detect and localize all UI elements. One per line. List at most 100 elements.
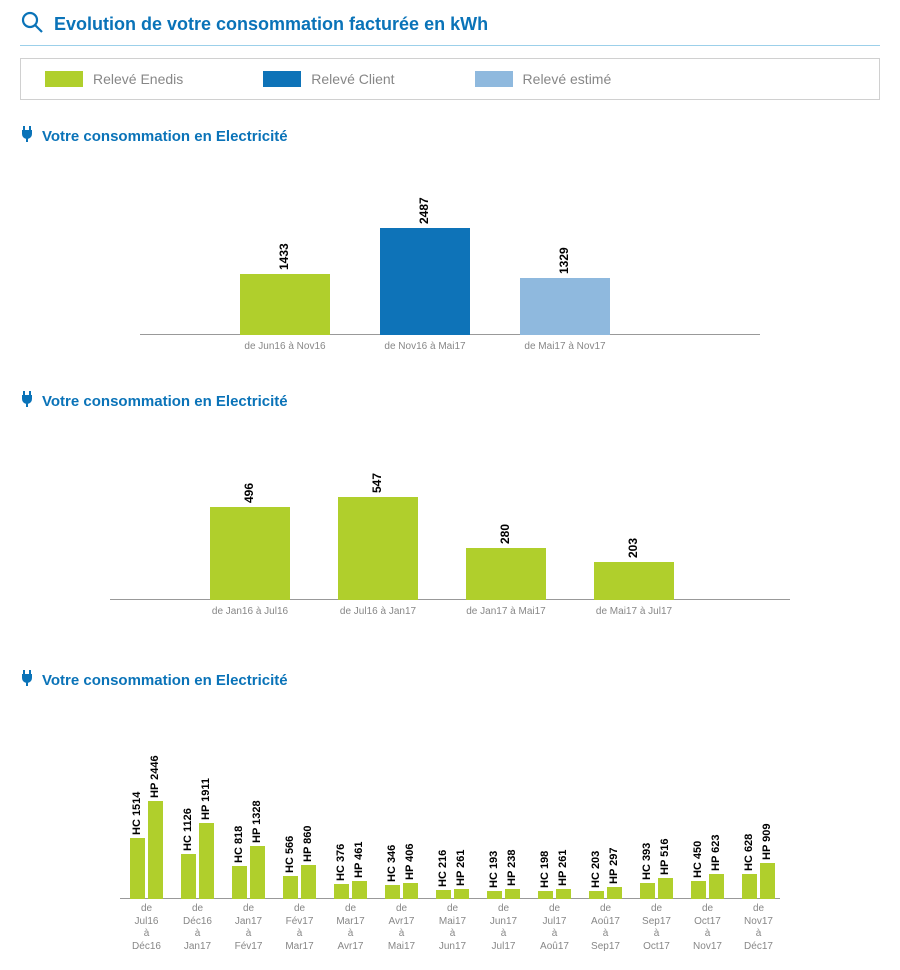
chart3-title: Votre consommation en Electricité <box>42 672 288 689</box>
group-category-label: deOct17àNov17 <box>685 903 730 953</box>
plug-icon <box>20 670 34 691</box>
bar-hp <box>607 887 622 899</box>
bar-hc-label: HC 628 <box>743 834 755 871</box>
bar-hc-label: HC 346 <box>386 845 398 882</box>
chart1-title-row: Votre consommation en Electricité <box>20 126 880 147</box>
bar-hc <box>130 838 145 899</box>
bar-hc-label: HC 1514 <box>131 792 143 835</box>
bar-hp <box>658 878 673 899</box>
bar-hc <box>283 876 298 899</box>
group-category-label: deAvr17àMai17 <box>379 903 424 953</box>
bar-hc-label: HC 1126 <box>182 808 194 851</box>
bar <box>210 507 290 600</box>
legend-swatch-enedis <box>45 71 83 87</box>
group-category-label: deNov17àDéc17 <box>736 903 781 953</box>
bar-hp <box>199 823 214 899</box>
bar-hp <box>301 865 316 899</box>
group-category-label: deDéc16àJan17 <box>175 903 220 953</box>
bar-hp-label: HP 406 <box>404 843 416 880</box>
legend-item-estime: Relevé estimé <box>475 71 612 87</box>
group-category-label: deJul17àAoû17 <box>532 903 577 953</box>
bar-hc <box>385 885 400 899</box>
bar-hp-label: HP 860 <box>302 825 314 862</box>
bar-hp-label: HP 238 <box>506 850 518 887</box>
chart3-wrap: HC 1514 HP 2446 deJul16àDéc16 HC 1126 HP 191… <box>20 699 880 954</box>
bar-value-label: 1329 <box>557 247 571 274</box>
bar-category-label: de Jan17 à Mai17 <box>446 606 566 619</box>
bar <box>240 274 330 335</box>
bar-hp-label: HP 461 <box>353 841 365 878</box>
chart3-title-row: Votre consommation en Electricité <box>20 670 880 691</box>
bar-category-label: de Jul16 à Jan17 <box>318 606 438 619</box>
legend-label-client: Relevé Client <box>311 71 394 87</box>
bar-hp <box>505 889 520 899</box>
bar-hp-label: HP 1911 <box>200 778 212 820</box>
group-category-label: deAoû17àSep17 <box>583 903 628 953</box>
bar <box>380 228 470 335</box>
group-category-label: deSep17àOct17 <box>634 903 679 953</box>
legend-swatch-estime <box>475 71 513 87</box>
chart2-wrap: 496 de Jan16 à Jul16 547 de Jul16 à Jan17 28… <box>20 420 880 630</box>
bar-hc <box>436 890 451 899</box>
bar-hp-label: HP 2446 <box>149 756 161 799</box>
bar-hc <box>487 891 502 899</box>
bar-value-label: 203 <box>626 538 640 558</box>
chart2-title-row: Votre consommation en Electricité <box>20 391 880 412</box>
bar-hc <box>334 884 349 899</box>
magnifier-icon <box>20 10 44 39</box>
bar-value-label: 547 <box>370 473 384 493</box>
chart2: 496 de Jan16 à Jul16 547 de Jul16 à Jan17 28… <box>110 420 790 630</box>
bar <box>520 278 610 335</box>
bar-hc-label: HC 393 <box>641 843 653 880</box>
page-title-row: Evolution de votre consommation facturée… <box>20 10 880 46</box>
plug-icon <box>20 126 34 147</box>
bar-hc-label: HC 216 <box>437 850 449 887</box>
bar-hp-label: HP 261 <box>557 849 569 886</box>
bar-hc-label: HC 376 <box>335 844 347 881</box>
bar-value-label: 1433 <box>277 243 291 270</box>
group-category-label: deMai17àJun17 <box>430 903 475 953</box>
bar <box>594 562 674 600</box>
bar-hp <box>403 883 418 899</box>
bar-hc <box>589 891 604 899</box>
legend: Relevé Enedis Relevé Client Relevé estim… <box>20 58 880 100</box>
bar-hp <box>709 874 724 899</box>
group-category-label: deJan17àFév17 <box>226 903 271 953</box>
bar <box>466 548 546 601</box>
bar-hc <box>742 874 757 899</box>
bar-value-label: 496 <box>242 483 256 503</box>
bar-category-label: de Mai17 à Jul17 <box>574 606 694 619</box>
bar-hp-label: HP 1328 <box>251 800 263 843</box>
bar-hc-label: HC 566 <box>284 836 296 873</box>
legend-label-estime: Relevé estimé <box>523 71 612 87</box>
legend-item-client: Relevé Client <box>263 71 394 87</box>
bar-hc <box>232 866 247 899</box>
bar-hp <box>556 889 571 899</box>
bar-hp-label: HP 516 <box>659 839 671 876</box>
chart1-title: Votre consommation en Electricité <box>42 128 288 145</box>
bar-hc-label: HC 450 <box>692 841 704 878</box>
bar-hp-label: HP 623 <box>710 835 722 872</box>
plug-icon <box>20 391 34 412</box>
group-category-label: deFév17àMar17 <box>277 903 322 953</box>
page-title: Evolution de votre consommation facturée… <box>54 14 488 35</box>
bar-hp <box>760 863 775 899</box>
bar-category-label: de Jan16 à Jul16 <box>190 606 310 619</box>
bar-hp <box>454 889 469 899</box>
legend-item-enedis: Relevé Enedis <box>45 71 183 87</box>
bar-hp <box>250 846 265 899</box>
bar-value-label: 2487 <box>417 198 431 225</box>
bar-hc <box>640 883 655 899</box>
bar-hp-label: HP 261 <box>455 849 467 886</box>
bar-hc-label: HC 198 <box>539 851 551 888</box>
bar-hc-label: HC 193 <box>488 851 500 888</box>
bar-hp-label: HP 909 <box>761 823 773 860</box>
bar-hc <box>181 854 196 899</box>
group-category-label: deJul16àDéc16 <box>124 903 169 953</box>
bar-value-label: 280 <box>498 523 512 543</box>
bar-category-label: de Nov16 à Mai17 <box>360 341 490 354</box>
bar-category-label: de Mai17 à Nov17 <box>500 341 630 354</box>
group-category-label: deMar17àAvr17 <box>328 903 373 953</box>
bar-hc-label: HC 818 <box>233 826 245 863</box>
bar-hc <box>691 881 706 899</box>
